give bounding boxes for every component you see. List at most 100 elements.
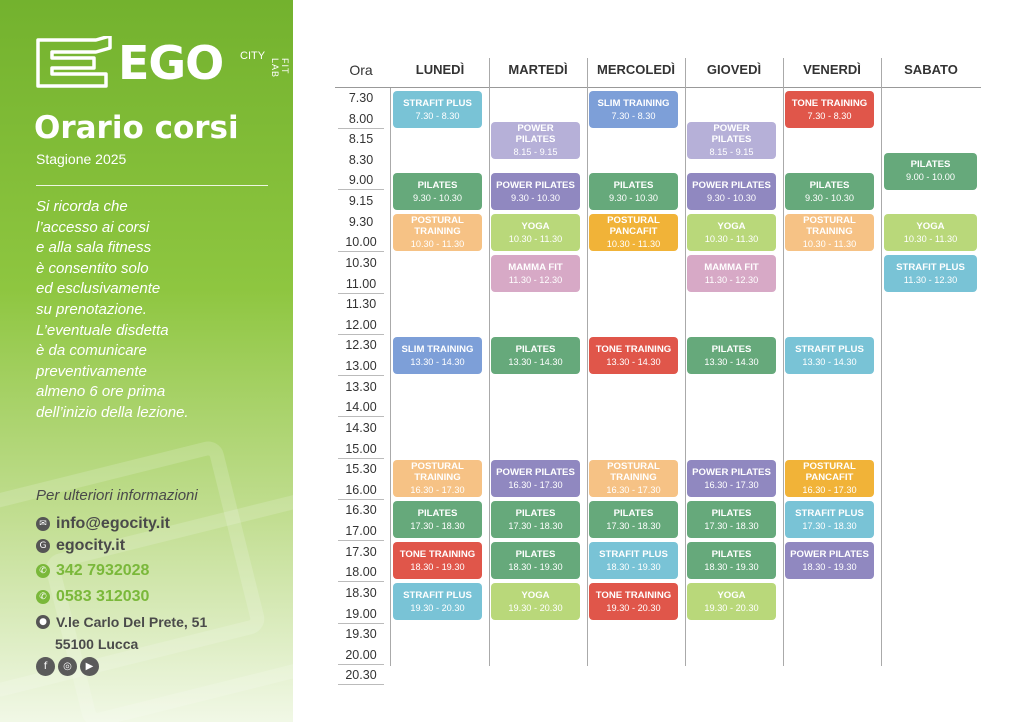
class-block[interactable]: YOGA 19.30 - 20.30	[491, 583, 580, 620]
time-label: 14.30	[345, 420, 377, 435]
class-block[interactable]: POWER PILATES 16.30 - 17.30	[687, 460, 776, 497]
class-time: 8.15 - 9.15	[709, 146, 754, 157]
phone-contact[interactable]: ✆ 0583 312030	[36, 588, 149, 606]
email-link[interactable]: info@egocity.it	[56, 515, 170, 532]
class-block[interactable]: SLIM TRAINING 13.30 - 14.30	[393, 337, 482, 374]
class-time: 10.30 - 11.30	[410, 239, 465, 249]
class-name: POWER PILATES	[515, 122, 556, 145]
class-block[interactable]: POSTURAL PANCAFIT 10.30 - 11.30	[589, 214, 678, 251]
time-label: 13.00	[345, 359, 377, 374]
class-block[interactable]: PILATES 18.30 - 19.30	[491, 542, 580, 579]
class-time: 10.30 - 11.30	[704, 233, 759, 244]
class-block[interactable]: POWER PILATES 18.30 - 19.30	[785, 542, 874, 579]
column-divider	[783, 58, 784, 666]
website-link[interactable]: egocity.it	[56, 537, 126, 554]
class-block[interactable]: POWER PILATES 16.30 - 17.30	[491, 460, 580, 497]
class-block[interactable]: POSTURAL PANCAFIT 16.30 - 17.30	[785, 460, 874, 497]
class-block[interactable]: PILATES 9.30 - 10.30	[393, 173, 482, 210]
whatsapp-number[interactable]: 342 7932028	[56, 562, 150, 579]
class-block[interactable]: PILATES 17.30 - 18.30	[687, 501, 776, 538]
time-label: 14.00	[345, 400, 377, 415]
class-block[interactable]: PILATES 9.30 - 10.30	[785, 173, 874, 210]
class-block[interactable]: POWER PILATES 8.15 - 9.15	[491, 121, 580, 159]
class-block[interactable]: TONE TRAINING 7.30 - 8.30	[785, 91, 874, 128]
class-block[interactable]: POWER PILATES 9.30 - 10.30	[687, 173, 776, 210]
class-block[interactable]: PILATES 18.30 - 19.30	[687, 542, 776, 579]
class-block[interactable]: STRAFIT PLUS 11.30 - 12.30	[884, 255, 977, 292]
class-time: 13.30 - 14.30	[704, 356, 759, 367]
class-block[interactable]: STRAFIT PLUS 18.30 - 19.30	[589, 542, 678, 579]
class-time: 9.00 - 10.00	[905, 172, 956, 182]
class-block[interactable]: POWER PILATES 8.15 - 9.15	[687, 121, 776, 159]
time-separator	[338, 251, 384, 253]
class-block[interactable]: POSTURAL TRAINING 10.30 - 11.30	[785, 214, 874, 251]
class-time: 10.30 - 11.30	[802, 239, 857, 249]
class-block[interactable]: PILATES 17.30 - 18.30	[393, 501, 482, 538]
class-block[interactable]: PILATES 17.30 - 18.30	[491, 501, 580, 538]
address-line-1: V.le Carlo Del Prete, 51	[56, 614, 208, 630]
class-block[interactable]: SLIM TRAINING 7.30 - 8.30	[589, 91, 678, 128]
day-header-monday: LUNEDÌ	[415, 62, 465, 77]
website-contact[interactable]: G egocity.it	[36, 537, 125, 555]
class-block[interactable]: MAMMA FIT 11.30 - 12.30	[491, 255, 580, 292]
class-time: 18.30 - 19.30	[410, 561, 465, 572]
class-block[interactable]: TONE TRAINING 13.30 - 14.30	[589, 337, 678, 374]
class-name: PILATES	[711, 507, 752, 519]
time-label: 7.30	[348, 91, 374, 105]
class-block[interactable]: MAMMA FIT 11.30 - 12.30	[687, 255, 776, 292]
class-block[interactable]: PILATES 17.30 - 18.30	[589, 501, 678, 538]
class-time: 19.30 - 20.30	[410, 602, 465, 613]
facebook-icon[interactable]: f	[36, 657, 55, 676]
class-block[interactable]: TONE TRAINING 19.30 - 20.30	[589, 583, 678, 620]
class-block[interactable]: STRAFIT PLUS 19.30 - 20.30	[393, 583, 482, 620]
phone-number[interactable]: 0583 312030	[56, 588, 150, 605]
class-block[interactable]: YOGA 10.30 - 11.30	[687, 214, 776, 251]
class-block[interactable]: YOGA 10.30 - 11.30	[491, 214, 580, 251]
notice-line: preventivamente	[36, 362, 147, 380]
class-block[interactable]: STRAFIT PLUS 17.30 - 18.30	[785, 501, 874, 538]
class-block[interactable]: STRAFIT PLUS 7.30 - 8.30	[393, 91, 482, 128]
time-label: 9.15	[348, 194, 374, 209]
column-divider	[390, 88, 391, 666]
class-time: 13.30 - 14.30	[410, 356, 465, 367]
class-block[interactable]: YOGA 19.30 - 20.30	[687, 583, 776, 620]
column-divider	[881, 58, 882, 666]
class-block[interactable]: PILATES 13.30 - 14.30	[491, 337, 580, 374]
class-name: PILATES	[711, 343, 752, 355]
class-time: 16.30 - 17.30	[410, 485, 465, 495]
time-label: 15.00	[345, 441, 377, 456]
class-block[interactable]: POSTURAL TRAINING 10.30 - 11.30	[393, 214, 482, 251]
class-name: TONE TRAINING	[399, 548, 476, 560]
divider	[36, 185, 268, 186]
day-header-friday: VENERDÌ	[803, 62, 861, 77]
class-name: STRAFIT PLUS	[599, 548, 668, 560]
time-label: 19.30	[345, 627, 377, 642]
class-time: 18.30 - 19.30	[802, 561, 857, 572]
class-block[interactable]: TONE TRAINING 18.30 - 19.30	[393, 542, 482, 579]
time-label: 11.00	[345, 276, 377, 291]
class-time: 18.30 - 19.30	[606, 561, 661, 572]
class-name: PILATES	[515, 343, 556, 355]
time-label: 11.30	[345, 297, 377, 312]
class-block[interactable]: POSTURAL TRAINING 16.30 - 17.30	[393, 460, 482, 497]
class-name: STRAFIT PLUS	[403, 97, 472, 109]
logo-wordmark: EGO	[118, 36, 224, 90]
class-time: 16.30 - 17.30	[508, 479, 563, 490]
class-block[interactable]: POWER PILATES 9.30 - 10.30	[491, 173, 580, 210]
class-block[interactable]: PILATES 9.00 - 10.00	[884, 152, 977, 190]
class-block[interactable]: PILATES 9.30 - 10.30	[589, 173, 678, 210]
whatsapp-icon: ✆	[36, 564, 50, 578]
time-label: 18.00	[345, 565, 377, 580]
youtube-icon[interactable]: ▶	[80, 657, 99, 676]
instagram-icon[interactable]: ◎	[58, 657, 77, 676]
class-block[interactable]: POSTURAL TRAINING 16.30 - 17.30	[589, 460, 678, 497]
email-contact[interactable]: ✉ info@egocity.it	[36, 515, 170, 533]
class-name: POSTURAL TRAINING	[803, 215, 856, 237]
class-time: 11.30 - 12.30	[508, 274, 563, 285]
class-block[interactable]: PILATES 13.30 - 14.30	[687, 337, 776, 374]
class-time: 18.30 - 19.30	[704, 561, 759, 572]
class-block[interactable]: YOGA 10.30 - 11.30	[884, 214, 977, 251]
whatsapp-contact[interactable]: ✆ 342 7932028	[36, 562, 149, 580]
column-divider	[685, 58, 686, 666]
class-block[interactable]: STRAFIT PLUS 13.30 - 14.30	[785, 337, 874, 374]
